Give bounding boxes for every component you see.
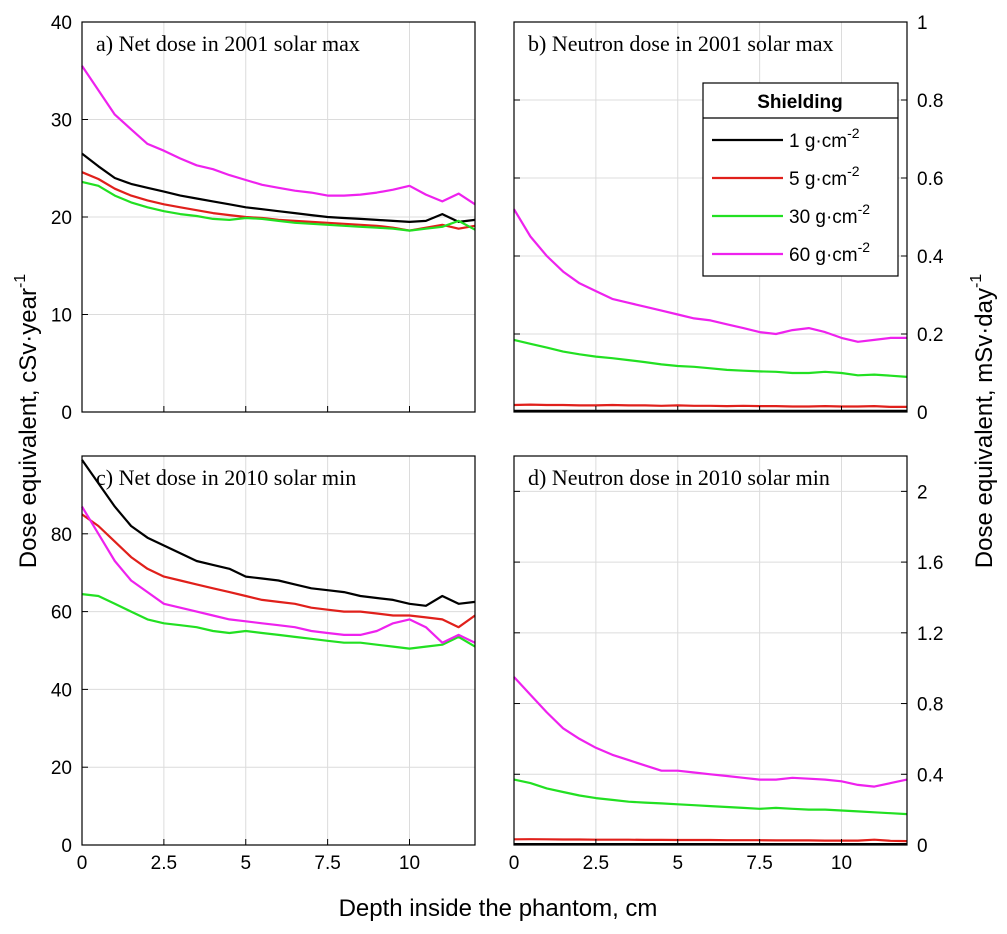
panel-c-title: c) Net dose in 2010 solar min: [96, 465, 356, 490]
panel-a-ytick-label-1: 10: [51, 306, 72, 327]
panel-a-ytick-label-2: 20: [51, 208, 72, 229]
panel-c-xtick-label-0: 0: [77, 853, 88, 874]
panel-b-ytick-label-4: 0.8: [917, 91, 943, 112]
legend-entry-1-label: 5 g·cm-2: [789, 163, 860, 190]
panel-d-ytick-label-0: 0: [917, 836, 928, 857]
legend-entry-3-label: 60 g·cm-2: [789, 239, 870, 266]
panel-a-ytick-label-3: 30: [51, 111, 72, 132]
y-axis-label-right-group: Dose equivalent, mSv·day-1: [968, 274, 998, 568]
panel-d-series-3-line: [513, 676, 908, 788]
panel-c-xtick-label-4: 10: [399, 853, 420, 874]
panel-d-ytick-label-1: 0.4: [917, 765, 944, 786]
panel-b-ytick-label-3: 0.6: [917, 169, 943, 190]
panel-c-series-3-line: [81, 506, 476, 644]
legend-entry-2-sup: -2: [858, 201, 871, 217]
panel-c-ytick-label-3: 60: [51, 603, 72, 624]
panel-b-ytick-label-5: 1: [917, 13, 928, 34]
panel-a-series-2-line: [81, 180, 476, 232]
y-axis-label-left-group: Dose equivalent, cSv·year-1: [12, 274, 42, 568]
panel-b-ytick-label-0: 0: [917, 403, 928, 424]
panel-b-series-3-line: [513, 208, 907, 343]
panel-b-frame: [513, 21, 908, 413]
panel-d-xtick-label-3: 7.5: [746, 853, 772, 874]
legend-entry-2-text: 30 g·cm: [789, 207, 858, 228]
legend-entry-3-text: 60 g·cm: [789, 245, 858, 266]
panel-c-series-0-line: [81, 459, 476, 607]
y-axis-label-right-sup: -1: [968, 274, 985, 288]
panel-a: 0 10 20 30 40 a) Net dose in 2001 solar max: [51, 13, 476, 424]
legend-entry-0-sup: -2: [847, 125, 860, 141]
panel-d-ytick-label-4: 1.6: [917, 553, 943, 574]
panel-c-ytick-label-4: 80: [51, 525, 72, 546]
panel-b-ytick-label-2: 0.4: [917, 247, 944, 268]
panel-a-series-3-line: [81, 65, 476, 206]
panel-c-xtick-label-1: 2.5: [151, 853, 177, 874]
y-axis-label-right-text: Dose equivalent, mSv·day: [971, 288, 998, 568]
y-axis-label-left: Dose equivalent, cSv·year-1: [12, 274, 42, 568]
legend-entry-1-sup: -2: [847, 163, 860, 179]
legend-entry-1-text: 5 g·cm: [789, 169, 847, 190]
x-axis-label: Depth inside the phantom, cm: [339, 895, 658, 922]
panel-c-series-1-line: [81, 513, 476, 629]
y-axis-label-left-text: Dose equivalent, cSv·year: [15, 288, 42, 568]
panel-b-series-1-line: [513, 403, 907, 408]
panel-c-ytick-label-2: 40: [51, 680, 72, 701]
panel-c-ytick-label-1: 20: [51, 758, 72, 779]
panel-c-frame: [81, 455, 476, 846]
y-axis-label-left-sup: -1: [12, 274, 29, 288]
panel-a-ytick-label-0: 0: [61, 403, 72, 424]
panel-d-xtick-label-2: 5: [672, 853, 683, 874]
panel-b-ytick-label-1: 0.2: [917, 325, 943, 346]
panel-b-series-2-line: [513, 338, 908, 378]
panel-c-xtick-label-3: 7.5: [314, 853, 340, 874]
panel-a-series-0-line: [81, 152, 476, 223]
panel-d: 0 2.5 5 7.5 10 0 0.4 0.8 1.2 1.6 2 d) Neutron dose …: [509, 455, 944, 874]
panel-b-title: b) Neutron dose in 2001 solar max: [528, 31, 834, 56]
panel-d-title: d) Neutron dose in 2010 solar min: [528, 465, 830, 490]
panel-d-series-1-line: [513, 838, 908, 843]
legend-entry-0-text: 1 g·cm: [789, 131, 847, 152]
legend-entry-3-sup: -2: [858, 239, 871, 255]
panel-c: 0 2.5 5 7.5 10 0 20 40 60 80 c) Net dose in 2010 s…: [51, 455, 476, 874]
panel-c-xtick-label-2: 5: [240, 853, 251, 874]
legend-entry-0-label: 1 g·cm-2: [789, 125, 860, 152]
panel-d-ytick-label-5: 2: [917, 482, 928, 503]
panel-a-title: a) Net dose in 2001 solar max: [96, 31, 360, 56]
legend: Shielding 1 g·cm-25 g·cm-230 g·cm-260 g·…: [702, 82, 899, 277]
panel-d-frame: [513, 455, 908, 846]
y-axis-label-right: Dose equivalent, mSv·day-1: [968, 274, 998, 568]
panel-c-ytick-label-0: 0: [61, 836, 72, 857]
legend-entry-2-label: 30 g·cm-2: [789, 201, 870, 228]
panel-d-ytick-label-3: 1.2: [917, 624, 943, 645]
panel-d-xtick-label-4: 10: [831, 853, 852, 874]
panel-c-series-2-line: [81, 593, 476, 650]
legend-title: Shielding: [757, 92, 843, 113]
panel-a-ytick-label-4: 40: [51, 13, 72, 34]
panel-d-series-2-line: [513, 778, 908, 816]
panel-d-ytick-label-2: 0.8: [917, 695, 943, 716]
panel-d-xtick-label-0: 0: [509, 853, 520, 874]
panel-d-xtick-label-1: 2.5: [583, 853, 609, 874]
legend-box: [702, 82, 899, 277]
